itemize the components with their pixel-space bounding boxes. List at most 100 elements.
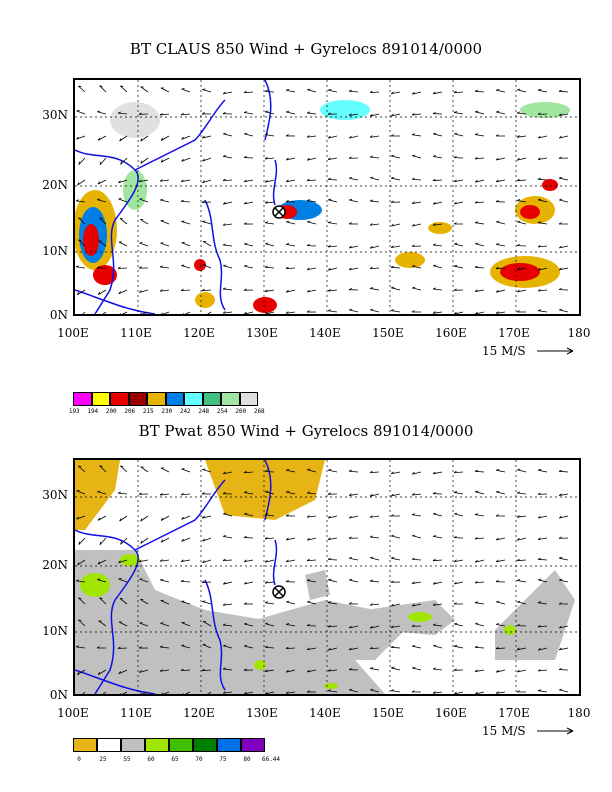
wind-vector-head	[496, 88, 500, 91]
wind-vector-head	[537, 668, 541, 672]
wind-vector	[391, 113, 401, 117]
wind-vector	[391, 493, 401, 497]
wind-vector-head	[306, 623, 310, 626]
wind-vector	[517, 135, 527, 138]
wind-vector-head	[537, 515, 541, 519]
wind-vector-head	[432, 558, 436, 562]
wind-vector-head	[244, 622, 248, 625]
wind-vector	[328, 157, 338, 161]
wind-vector-head	[517, 468, 521, 471]
wind-vector	[99, 597, 107, 605]
wind-vector-head	[265, 622, 269, 625]
panel1-colorbar-labels: 193 194 200 206 215 230 242 248 254 260 268	[65, 408, 269, 415]
wind-vector	[181, 113, 191, 116]
wind-vector	[537, 558, 548, 561]
wind-vector-head	[78, 597, 82, 599]
wind-vector	[161, 135, 170, 141]
wind-vector-head	[161, 692, 163, 694]
wind-vector	[160, 467, 170, 473]
wind-vector	[98, 240, 107, 247]
wind-vector	[265, 243, 275, 247]
wind-vector	[307, 157, 317, 161]
wind-vector-head	[516, 111, 520, 114]
wind-vector-head	[370, 308, 374, 311]
wind-vector	[517, 537, 527, 541]
wind-vector-head	[432, 603, 436, 606]
wind-vector	[369, 471, 380, 474]
wind-vector-head	[369, 155, 373, 158]
wind-vector-head	[285, 289, 289, 293]
wind-vector-head	[433, 644, 437, 647]
wind-vector-head	[391, 176, 395, 179]
wind-vector-head	[390, 113, 394, 117]
wind-vector-head	[182, 313, 184, 314]
wind-vector-head	[370, 688, 374, 691]
wind-vector-head	[474, 536, 478, 540]
wind-vector	[286, 179, 296, 183]
wind-vector-head	[411, 492, 415, 496]
wind-vector	[181, 515, 191, 520]
wind-vector	[517, 221, 527, 225]
wind-vector-head	[348, 625, 352, 629]
wind-vector-head	[222, 201, 226, 205]
wind-vector-head	[411, 133, 416, 136]
wind-vector	[474, 90, 485, 93]
wind-vector-head	[140, 540, 143, 544]
wind-vector	[412, 91, 422, 95]
wind-vector-head	[76, 136, 79, 140]
panel1-lon-160e: 160E	[435, 326, 467, 340]
wind-vector-head	[559, 578, 563, 581]
wind-vector	[222, 559, 233, 562]
wind-vector-head	[160, 159, 164, 163]
wind-vector-head	[306, 647, 310, 651]
wind-vector	[140, 219, 149, 225]
wind-vector-head	[348, 515, 352, 519]
wind-vector	[77, 669, 86, 676]
wind-vector-head	[265, 179, 268, 183]
wind-vector-head	[182, 693, 184, 694]
wind-vector-head	[453, 155, 457, 158]
wind-vector-head	[370, 245, 373, 249]
wind-vector	[265, 179, 275, 183]
panel1-lat-20n: 20N	[42, 178, 68, 192]
wind-vector-head	[119, 313, 121, 314]
wind-vector	[118, 241, 128, 247]
wind-vector-head	[138, 646, 142, 649]
wind-vector-head	[327, 177, 331, 180]
panel2-colorbar-swatch	[73, 738, 97, 752]
wind-vector	[202, 264, 212, 269]
wind-vector-head	[265, 490, 269, 493]
wind-vector-head	[327, 221, 332, 224]
wind-vector	[327, 558, 338, 561]
wind-vector	[160, 622, 170, 627]
wind-vector-head	[453, 668, 457, 671]
wind-vector-head	[306, 243, 310, 246]
wind-vector-head	[264, 645, 268, 648]
wind-vector-head	[517, 579, 521, 581]
wind-vector-head	[264, 691, 268, 694]
wind-vector	[433, 156, 443, 159]
panel2-lon-150e: 150E	[372, 706, 404, 720]
wind-vector-head	[117, 491, 121, 494]
wind-vector	[264, 646, 275, 649]
panel1-speed-label: 15 M/S	[482, 344, 526, 358]
wind-vector	[454, 559, 464, 563]
wind-vector	[412, 581, 422, 584]
wind-vector	[496, 221, 506, 225]
wind-vector-head	[244, 264, 248, 267]
wind-vector-head	[432, 287, 436, 290]
wind-vector-head	[370, 556, 374, 559]
wind-vector	[349, 245, 359, 249]
wind-vector	[307, 135, 317, 138]
wind-vector	[475, 157, 485, 160]
wind-vector	[412, 667, 422, 671]
wind-vector	[349, 135, 359, 139]
wind-vector-head	[99, 597, 103, 599]
wind-vector-head	[180, 559, 184, 562]
wind-vector-head	[264, 311, 268, 314]
wind-vector	[454, 623, 464, 627]
wind-vector	[140, 537, 149, 544]
wind-vector-head	[433, 264, 437, 267]
wind-vector	[412, 514, 422, 517]
wind-vector	[118, 578, 128, 583]
